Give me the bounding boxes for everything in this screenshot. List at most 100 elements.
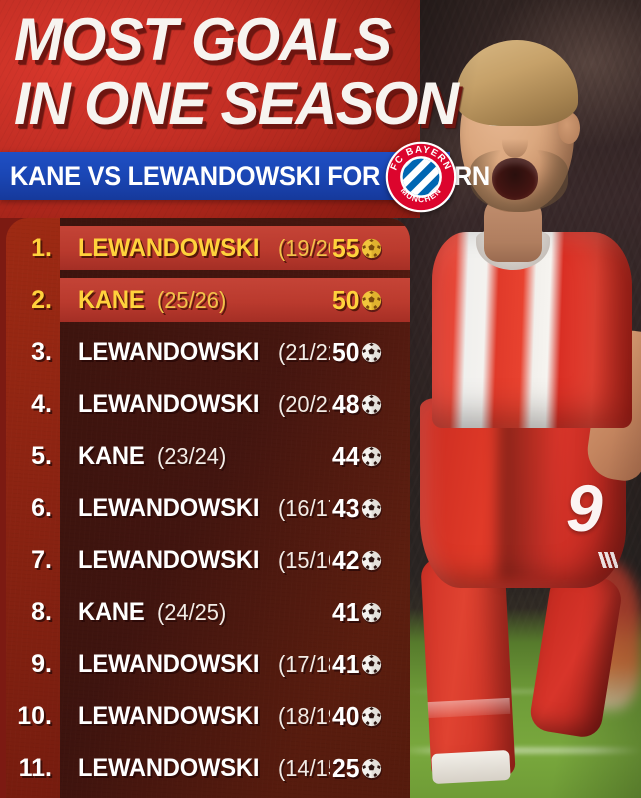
row-rank: 7.	[31, 545, 52, 574]
adidas-logo-icon	[586, 552, 618, 568]
football-icon	[361, 342, 382, 362]
row-goals: 42	[332, 544, 360, 575]
row-season: (14/15)	[277, 754, 330, 781]
title-line-2: IN ONE SEASON	[14, 70, 459, 137]
title-line-1: MOST GOALS	[14, 6, 392, 73]
kane-nose	[502, 126, 528, 158]
ranking-row: 11. LEWANDOWSKI (14/15)25	[6, 742, 410, 794]
kane-ear	[558, 112, 580, 144]
football-icon	[361, 446, 382, 466]
row-goals-wrap: 43	[330, 493, 410, 524]
row-name-wrap: LEWANDOWSKI (19/20)	[58, 234, 330, 263]
row-player-name: LEWANDOWSKI	[78, 337, 260, 366]
row-name-wrap: LEWANDOWSKI (14/15)	[58, 754, 330, 783]
football-icon	[361, 290, 382, 310]
kane-hair	[456, 40, 578, 126]
row-goals: 44	[332, 440, 360, 471]
ranking-row: 8. KANE (24/25) 41	[6, 586, 410, 638]
row-rank: 2.	[31, 285, 52, 314]
row-name-wrap: LEWANDOWSKI (16/17)	[58, 494, 330, 523]
kane-sock-white	[431, 749, 511, 785]
ranking-list: 1.LEWANDOWSKI(19/20)552.KANE(25/26)503.L…	[6, 218, 410, 798]
football-icon	[361, 654, 382, 674]
ranking-panel: 1.LEWANDOWSKI(19/20)552.KANE(25/26)503.L…	[6, 218, 410, 798]
row-name-wrap: LEWANDOWSKI (18/19)	[58, 702, 330, 731]
row-season: (23/24)	[157, 442, 227, 469]
row-goals-wrap: 41	[330, 649, 410, 680]
row-highlight-band	[60, 278, 410, 322]
row-player-name: KANE	[78, 441, 145, 470]
row-name-wrap: KANE (23/24)	[58, 442, 330, 471]
row-player-name: LEWANDOWSKI	[78, 649, 260, 678]
row-goals: 25	[332, 752, 360, 783]
row-season: (24/25)	[157, 598, 227, 625]
row-rank: 4.	[31, 389, 52, 418]
ranking-row: 3. LEWANDOWSKI (21/22)50	[6, 326, 410, 378]
row-season: (21/22)	[277, 338, 330, 365]
row-goals-wrap: 50	[330, 285, 410, 316]
ranking-row: 9. LEWANDOWSKI (17/18)41	[6, 638, 410, 690]
row-goals-wrap: 50	[330, 337, 410, 368]
row-player-name: LEWANDOWSKI	[78, 233, 260, 262]
football-icon	[361, 706, 382, 726]
row-goals: 55	[332, 232, 360, 263]
row-season: (15/16)	[277, 546, 330, 573]
row-player-name: LEWANDOWSKI	[78, 753, 260, 782]
football-icon	[361, 758, 382, 778]
fc-bayern-badge-icon: FC BAYERN MÜNCHEN	[385, 141, 457, 213]
row-season: (20/21)	[277, 390, 330, 417]
row-season: (19/20)	[277, 234, 330, 261]
row-goals-wrap: 41	[330, 597, 410, 628]
kane-mouth	[492, 158, 538, 200]
row-rank: 6.	[31, 493, 52, 522]
pitch-line-far	[400, 689, 641, 694]
row-player-name: KANE	[78, 285, 145, 314]
ranking-row: 10. LEWANDOWSKI (18/19)40	[6, 690, 410, 742]
row-rank: 5.	[31, 441, 52, 470]
row-goals: 50	[332, 284, 360, 315]
row-goals-wrap: 40	[330, 701, 410, 732]
ranking-row: 4. LEWANDOWSKI (20/21)48	[6, 378, 410, 430]
row-highlight-band	[60, 226, 410, 270]
row-player-name: LEWANDOWSKI	[78, 389, 260, 418]
page-title: MOST GOALS IN ONE SEASON	[14, 6, 459, 137]
row-rank: 1.	[31, 233, 52, 262]
football-icon	[361, 394, 382, 414]
kane-shirt-number: 9	[566, 471, 603, 545]
kane-shorts-shadow	[498, 400, 558, 580]
row-player-name: LEWANDOWSKI	[78, 701, 260, 730]
row-goals: 50	[332, 336, 360, 367]
ranking-row: 6. LEWANDOWSKI (16/17)43	[6, 482, 410, 534]
row-goals: 48	[332, 388, 360, 419]
football-icon	[361, 238, 382, 258]
row-goals-wrap: 25	[330, 753, 410, 784]
football-icon	[361, 498, 382, 518]
row-name-wrap: KANE (24/25)	[58, 598, 330, 627]
row-player-name: LEWANDOWSKI	[78, 545, 260, 574]
kane-back-leg	[527, 570, 625, 740]
ranking-row: 5. KANE (23/24) 44	[6, 430, 410, 482]
row-goals: 41	[332, 648, 360, 679]
row-goals-wrap: 55	[330, 233, 410, 264]
row-season: (18/19)	[277, 702, 330, 729]
row-season: (17/18)	[277, 650, 330, 677]
row-name-wrap: LEWANDOWSKI (17/18)	[58, 650, 330, 679]
row-season: (25/26)	[157, 286, 227, 313]
ranking-row: 1. LEWANDOWSKI (19/20)55	[6, 222, 410, 274]
row-goals-wrap: 42	[330, 545, 410, 576]
row-rank: 8.	[31, 597, 52, 626]
ranking-row: 7. LEWANDOWSKI (15/16)42	[6, 534, 410, 586]
row-player-name: KANE	[78, 597, 145, 626]
football-icon	[361, 550, 382, 570]
row-goals-wrap: 48	[330, 389, 410, 420]
row-rank: 9.	[31, 649, 52, 678]
row-rank: 3.	[31, 337, 52, 366]
pitch-line-near	[400, 747, 641, 754]
row-name-wrap: KANE (25/26)	[58, 286, 330, 315]
row-name-wrap: LEWANDOWSKI (15/16)	[58, 546, 330, 575]
row-player-name: LEWANDOWSKI	[78, 493, 260, 522]
subtitle-bar: KANE VS LEWANDOWSKI FOR BAYERN	[0, 152, 490, 200]
row-goals-wrap: 44	[330, 441, 410, 472]
row-name-wrap: LEWANDOWSKI (21/22)	[58, 338, 330, 367]
